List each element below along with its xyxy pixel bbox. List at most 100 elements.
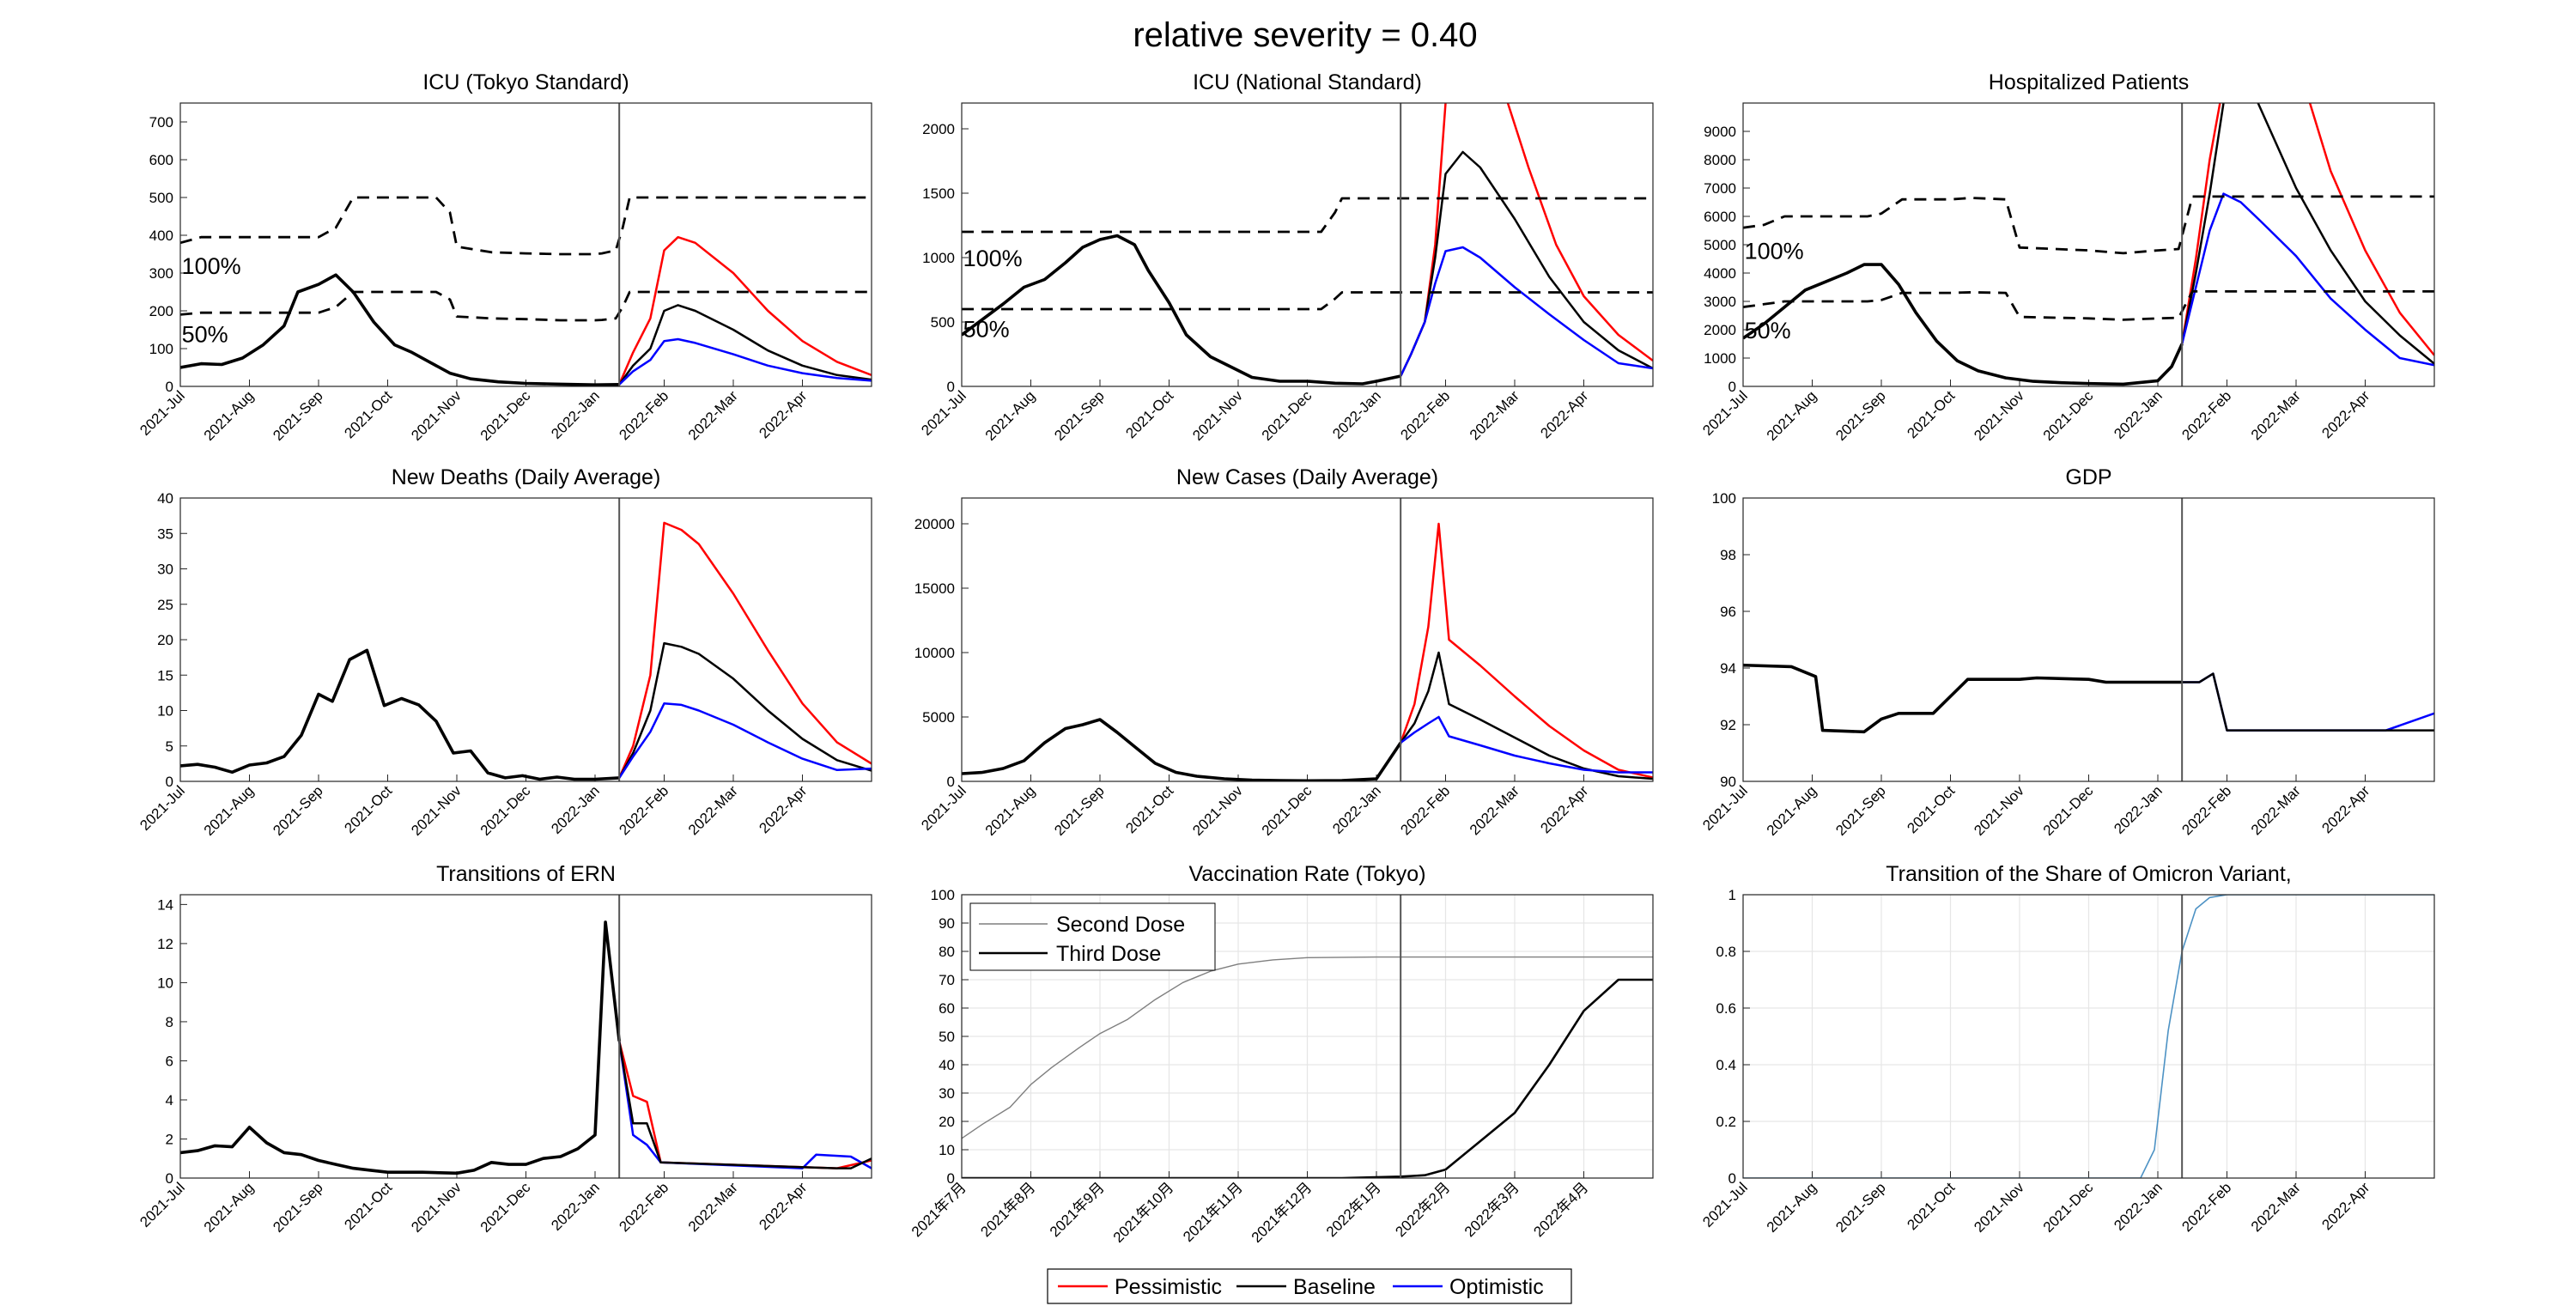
- y-tick-label: 10: [939, 1142, 955, 1158]
- series-line-baseline: [618, 304, 872, 386]
- series-line-optimistic: [1400, 246, 1653, 377]
- x-tick-label: 2021-Jul: [1699, 1179, 1751, 1230]
- x-tick-label: 2021-Sep: [270, 1179, 326, 1236]
- panel-legend-box: [969, 902, 1216, 971]
- series-group: [180, 196, 872, 386]
- x-tick-label: 2021年11月: [1180, 1179, 1246, 1245]
- scenario-legend: Pessimistic Baseline Optimistic: [1047, 1268, 1572, 1304]
- x-tick-label: 2022-Feb: [616, 1179, 671, 1235]
- x-tick-label: 2021-Sep: [1832, 387, 1889, 444]
- y-tick-label: 0: [1728, 379, 1736, 395]
- chart-panel-9: Transition of the Share of Omicron Varia…: [1699, 862, 2435, 1236]
- x-tick-label: 2022-Jan: [1329, 387, 1384, 442]
- y-tick-label: 10: [157, 703, 173, 720]
- y-tick-label: 300: [149, 265, 173, 282]
- x-tick-label: 2021-Sep: [1051, 782, 1108, 839]
- x-tick-label: 2021-Aug: [982, 387, 1039, 444]
- y-tick-label: 98: [1720, 547, 1736, 563]
- x-tick-label: 2022-Mar: [2248, 1179, 2304, 1235]
- x-tick-label: 2021-Nov: [408, 782, 465, 839]
- x-tick-label: 2022-Feb: [1397, 387, 1453, 443]
- series-line-baseline: [2257, 103, 2434, 365]
- x-tick-label: 2021-Jul: [137, 782, 188, 834]
- y-tick-label: 0.4: [1716, 1057, 1736, 1073]
- y-tick-label: 40: [939, 1057, 955, 1073]
- x-tick-label: 2021-Jul: [137, 387, 188, 439]
- x-tick-label: 2021-Dec: [477, 387, 534, 444]
- x-tick-label: 2022年4月: [1530, 1179, 1591, 1240]
- x-tick-label: 2022-Apr: [756, 387, 810, 441]
- series-line-pessimistic: [2180, 103, 2221, 344]
- x-tick-label: 2021-Aug: [1764, 1179, 1820, 1236]
- series-line-pessimistic: [2308, 103, 2434, 356]
- series-line-history: [180, 648, 620, 781]
- x-tick-label: 2022-Mar: [685, 387, 741, 443]
- y-tick-label: 500: [931, 314, 955, 331]
- x-tick-label: 2022-Jan: [548, 387, 603, 442]
- x-tick-label: 2021-Sep: [270, 387, 326, 444]
- x-tick-label: 2021年10月: [1110, 1179, 1177, 1246]
- capacity-threshold-line: [962, 291, 1653, 311]
- x-tick-label: 2022年1月: [1323, 1179, 1384, 1240]
- x-tick-label: 2022-Apr: [756, 1179, 810, 1233]
- series-group: [962, 522, 1653, 781]
- series-line-history: [180, 920, 621, 1175]
- panel-title: New Deaths (Daily Average): [392, 465, 661, 489]
- series-line-third-dose: [962, 978, 1653, 1178]
- x-tick-label: 2022年2月: [1392, 1179, 1453, 1240]
- y-tick-label: 9000: [1704, 124, 1736, 140]
- y-tick-label: 100: [1712, 490, 1736, 507]
- y-tick-label: 6: [166, 1053, 173, 1069]
- x-tick-label: 2022-Feb: [616, 387, 671, 443]
- y-tick-label: 6000: [1704, 209, 1736, 225]
- y-tick-label: 10: [157, 975, 173, 991]
- x-tick-label: 2021-Sep: [1051, 387, 1108, 444]
- y-tick-label: 5: [166, 738, 173, 755]
- x-tick-label: 2021-Oct: [341, 782, 395, 836]
- y-tick-label: 0: [947, 774, 955, 790]
- x-tick-label: 2022-Mar: [2248, 387, 2304, 443]
- x-tick-label: 2021-Dec: [1259, 387, 1315, 444]
- panel-title: Hospitalized Patients: [1989, 70, 2189, 94]
- series-line-baseline: [2182, 672, 2434, 732]
- y-tick-label: 0: [166, 379, 173, 395]
- capacity-threshold-line: [1743, 289, 2434, 321]
- x-tick-label: 2021-Aug: [201, 1179, 258, 1236]
- x-tick-label: 2022-Mar: [2248, 782, 2304, 838]
- panel-title: Transition of the Share of Omicron Varia…: [1886, 862, 2291, 886]
- capacity-annotation: 50%: [1745, 318, 1791, 343]
- x-tick-label: 2021-Jul: [918, 782, 969, 834]
- x-tick-label: 2021-Nov: [1971, 1179, 2027, 1236]
- x-tick-label: 2021-Oct: [341, 1179, 395, 1233]
- series-line-pessimistic: [617, 1041, 872, 1169]
- x-tick-label: 2022-Feb: [1397, 782, 1453, 838]
- capacity-annotation: 50%: [963, 317, 1010, 343]
- y-tick-label: 2000: [922, 121, 955, 137]
- x-tick-label: 2021-Jul: [918, 387, 969, 439]
- x-tick-label: 2022-Apr: [2318, 782, 2372, 836]
- y-tick-label: 3000: [1704, 294, 1736, 310]
- axes-frame: [179, 497, 872, 782]
- y-tick-label: 90: [1720, 774, 1736, 790]
- chart-panel-1: ICU (Tokyo Standard) 0 100 200 300 400 500 600 7…: [137, 70, 872, 444]
- series-line-history: [1743, 263, 2184, 386]
- series-line-baseline: [1400, 651, 1653, 781]
- x-tick-label: 2021-Oct: [1122, 782, 1176, 836]
- x-tick-label: 2022-Jan: [1329, 782, 1384, 837]
- series-line-pessimistic: [1400, 522, 1653, 779]
- series-line-baseline: [2180, 103, 2225, 344]
- x-tick-label: 2021-Jul: [1699, 387, 1751, 439]
- panel-legend-label: Second Dose: [1056, 913, 1185, 937]
- y-tick-label: 20: [157, 632, 173, 648]
- capacity-annotation: 50%: [182, 321, 228, 347]
- y-tick-label: 0: [947, 1170, 955, 1187]
- x-tick-label: 2021-Sep: [1832, 782, 1889, 839]
- y-tick-label: 35: [157, 525, 173, 542]
- chart-panel-2: ICU (National Standard) 0 500 1000 1500 2000 2…: [918, 70, 1654, 444]
- y-tick-label: 14: [157, 896, 173, 913]
- x-tick-label: 2021-Oct: [1904, 387, 1958, 441]
- x-tick-label: 2021-Jul: [137, 1179, 188, 1230]
- chart-panel-5: New Cases (Daily Average) 0 5000 10000 15000…: [914, 465, 1654, 839]
- capacity-annotation: 100%: [182, 253, 241, 279]
- x-tick-label: 2021-Aug: [201, 782, 258, 839]
